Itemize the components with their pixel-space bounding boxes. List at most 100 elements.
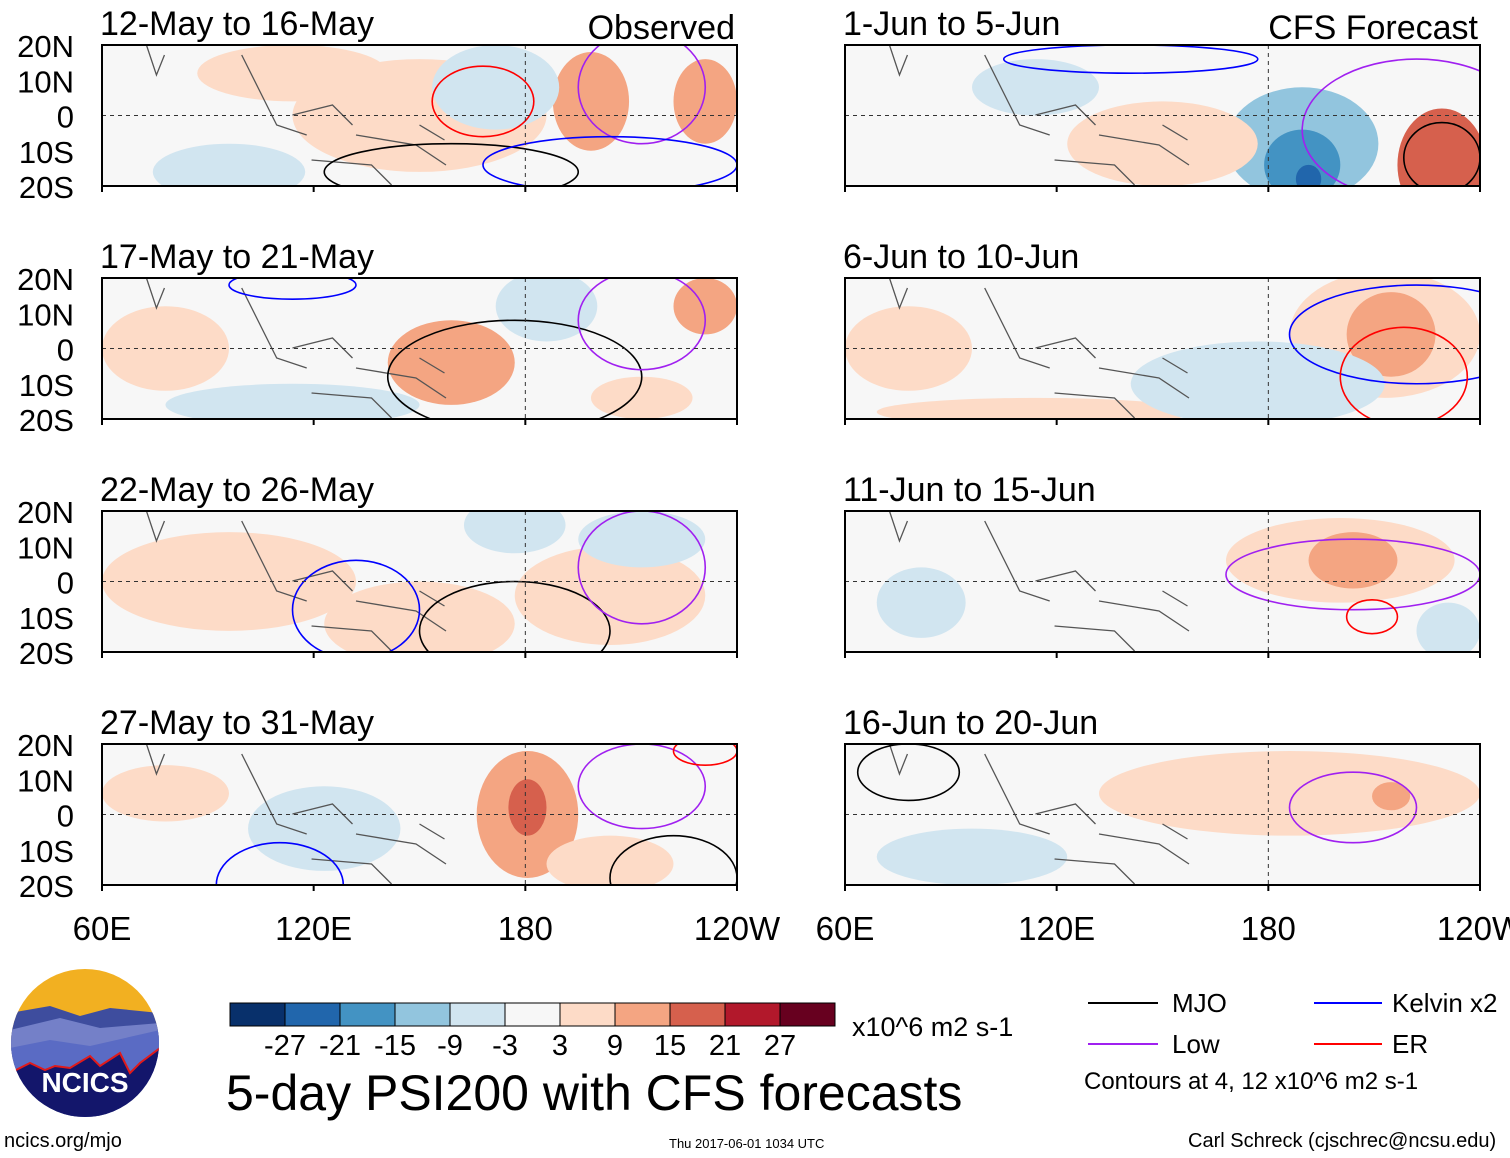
coastline (145, 511, 447, 652)
legend-note: Contours at 4, 12 x10^6 m2 s-1 (1084, 1068, 1419, 1095)
wave-contour (1403, 121, 1480, 186)
map-panel: 16-Jun to 20-Jun 60E 120E 180 120W (816, 704, 1510, 947)
colorbar-swatch (284, 1002, 341, 1027)
colorbar-label: -21 (319, 1030, 361, 1062)
colorbar-label: 21 (709, 1030, 741, 1062)
anomaly-shading (387, 320, 515, 405)
y-tick-label: 10S (19, 834, 74, 869)
panel-frame (844, 277, 1481, 420)
panel-frame (844, 44, 1481, 187)
anomaly-shading (1295, 164, 1322, 186)
coastline (888, 278, 1190, 419)
anomaly-shading (1372, 782, 1411, 811)
y-tick-label: 10N (17, 64, 74, 99)
colorbar-swatch (394, 1002, 451, 1027)
x-tick-label: 120E (275, 910, 352, 947)
x-tick-label: 120W (1437, 910, 1510, 947)
y-tick-label: 10N (17, 763, 74, 798)
y-tick-label: 10S (19, 135, 74, 170)
anomaly-shading (508, 779, 547, 836)
colorbar-label: -15 (374, 1030, 416, 1062)
panel-title: 1-Jun to 5-Jun (843, 5, 1060, 43)
anomaly-shading (324, 581, 515, 652)
coastline (888, 511, 1190, 652)
wave-contour (577, 278, 707, 371)
panel-frame (101, 743, 738, 886)
footer-url[interactable]: ncics.org/mjo (4, 1130, 122, 1152)
colorbar-swatch (559, 1002, 616, 1027)
wave-contour (577, 744, 707, 830)
legend-line-er (1314, 1043, 1382, 1045)
panel-title: 6-Jun to 10-Jun (843, 238, 1079, 276)
anomaly-shading (495, 278, 598, 342)
anomaly-shading (876, 567, 966, 638)
coastline (888, 744, 1190, 885)
wave-contour (386, 319, 643, 419)
panel-title: 17-May to 21-May (100, 238, 374, 276)
anomaly-shading (1308, 532, 1398, 589)
colorbar-label: 3 (552, 1030, 568, 1062)
coastline (145, 744, 447, 885)
wave-contour (856, 744, 961, 802)
map-panel: 1-Jun to 5-Jun CFS Forecast (843, 5, 1481, 192)
anomaly-shading (578, 511, 706, 568)
wave-contour (1225, 538, 1480, 611)
anomaly-shading (102, 532, 356, 631)
wave-contour (577, 45, 707, 145)
y-tick-label: 0 (57, 100, 74, 135)
map-panel: 6-Jun to 10-Jun (843, 238, 1481, 425)
anomaly-layer (102, 744, 737, 885)
anomaly-shading (432, 45, 560, 130)
coastline (145, 278, 447, 419)
y-tick-label: 20S (19, 403, 74, 438)
colorbar-swatch (669, 1002, 726, 1027)
wave-contour (1288, 284, 1480, 385)
legend-line-kelvin (1314, 1002, 1382, 1004)
y-tick-label: 20N (17, 29, 74, 64)
colorbar-swatch (614, 1002, 671, 1027)
x-tick-label: 180 (1241, 910, 1296, 947)
anomaly-shading (876, 397, 1195, 419)
anomaly-shading (876, 828, 1068, 885)
wave-contour (228, 278, 357, 300)
ncics-logo: NCICS (10, 968, 160, 1118)
anomaly-shading (1346, 292, 1436, 377)
wave-contour (291, 559, 421, 652)
panel-title: 27-May to 31-May (100, 704, 374, 742)
wave-contour (1288, 771, 1418, 844)
colorbar-swatch (504, 1002, 561, 1027)
y-tick-label: 0 (57, 799, 74, 834)
y-tick-label: 10N (17, 297, 74, 332)
colorbar-label: 27 (764, 1030, 796, 1062)
colorbar-label: -3 (492, 1030, 518, 1062)
y-tick-label: 20S (19, 869, 74, 904)
anomaly-layer (888, 45, 1480, 186)
panel-title: 22-May to 26-May (100, 471, 374, 509)
anomaly-layer (845, 278, 1480, 419)
anomaly-shading (1416, 602, 1480, 652)
y-tick-label: 20N (17, 262, 74, 297)
y-tick-label: 0 (57, 566, 74, 601)
anomaly-shading (673, 278, 737, 335)
wave-contour (323, 142, 580, 186)
coastline (888, 45, 1190, 186)
colorbar-swatch (724, 1002, 781, 1027)
anomaly-shading (1067, 101, 1258, 186)
anomaly-layer (102, 511, 707, 652)
x-tick-label: 180 (498, 910, 553, 947)
legend-label-kelvin: Kelvin x2 (1392, 988, 1498, 1018)
y-tick-label: 10N (17, 530, 74, 565)
anomaly-shading (546, 835, 674, 885)
legend: MJO Kelvin x2 Low ER Contours at 4, 12 x… (1084, 988, 1508, 1098)
colorbar-label: -27 (264, 1030, 306, 1062)
anomaly-shading (552, 52, 630, 151)
wave-contour (418, 580, 611, 652)
x-tick-label: 60E (73, 910, 132, 947)
anomaly-shading (1099, 751, 1480, 836)
forecast-label: CFS Forecast (1268, 9, 1478, 47)
x-tick-label: 60E (816, 910, 875, 947)
